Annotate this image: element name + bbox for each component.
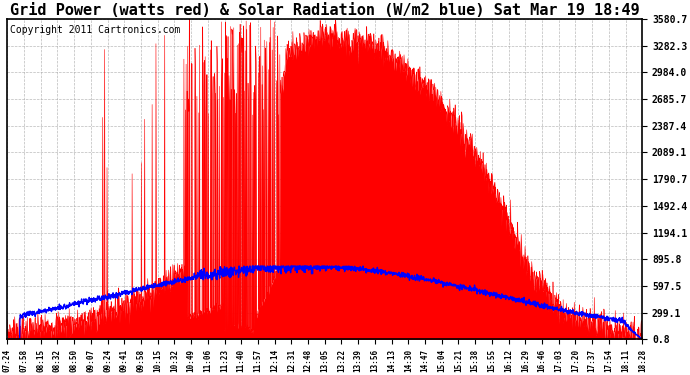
Text: Copyright 2011 Cartronics.com: Copyright 2011 Cartronics.com [10,26,181,35]
Title: Grid Power (watts red) & Solar Radiation (W/m2 blue) Sat Mar 19 18:49: Grid Power (watts red) & Solar Radiation… [10,3,640,18]
